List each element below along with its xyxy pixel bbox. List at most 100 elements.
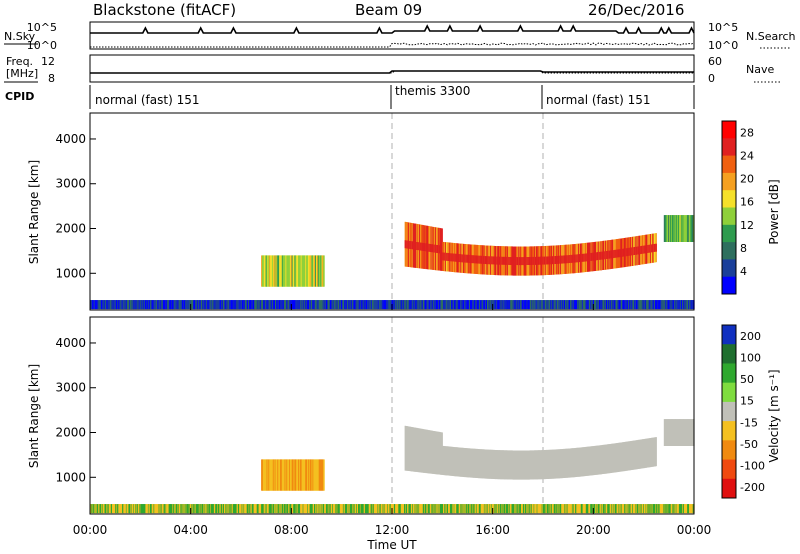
scatter-cell: [584, 504, 586, 514]
scatter-cell: [483, 504, 485, 514]
scatter-cell: [507, 300, 509, 310]
scatter-cell-peak: [617, 249, 620, 258]
scatter-cell-peak: [561, 255, 563, 264]
scatter-cell: [600, 445, 602, 475]
scatter-cell: [290, 255, 293, 287]
scatter-cell-peak: [490, 256, 493, 265]
scatter-cell: [187, 504, 189, 514]
scatter-cell: [485, 449, 487, 479]
scatter-cell-peak: [456, 253, 459, 262]
x-tick-label: 12:00: [375, 523, 410, 537]
scatter-cell: [662, 504, 664, 514]
scatter-cell: [454, 447, 457, 477]
scatter-cell-peak: [486, 256, 488, 265]
scatter-cell: [554, 504, 556, 514]
scatter-cell: [532, 450, 534, 480]
scatter-cell: [312, 459, 314, 491]
scatter-cell: [686, 419, 689, 446]
scatter-cell: [420, 428, 423, 473]
scatter-cell: [517, 300, 520, 310]
scatter-cell: [292, 255, 295, 287]
scatter-cell: [670, 504, 672, 514]
scatter-cell: [625, 504, 627, 514]
velocity-heatmap-cells: [90, 317, 695, 514]
scatter-cell: [131, 504, 133, 514]
scatter-cell: [595, 504, 597, 514]
scatter-cell: [105, 504, 107, 514]
scatter-cell-peak: [413, 241, 416, 250]
scatter-cell: [658, 300, 660, 310]
scatter-cell: [272, 255, 275, 287]
scatter-cell: [377, 300, 379, 310]
scatter-cell: [504, 504, 506, 514]
scatter-cell: [429, 430, 432, 474]
scatter-cell: [311, 459, 313, 491]
scatter-cell: [674, 215, 676, 242]
x-tick-label: 20:00: [576, 523, 611, 537]
scatter-cell: [444, 300, 446, 310]
scatter-cell: [528, 300, 530, 310]
scatter-cell: [558, 300, 560, 310]
nave-series-line: [90, 70, 694, 74]
scatter-cell: [526, 504, 528, 514]
scatter-cell: [418, 300, 420, 310]
scatter-cell: [409, 426, 411, 472]
scatter-cell-peak: [592, 252, 594, 261]
scatter-cell: [271, 459, 274, 491]
scatter-cell: [627, 300, 630, 310]
scatter-cell: [274, 300, 276, 310]
scatter-cell: [539, 504, 541, 514]
scatter-cell: [288, 459, 290, 491]
scatter-cell-peak: [601, 251, 603, 260]
scatter-cell-peak: [558, 255, 560, 264]
scatter-cell-peak: [498, 256, 500, 265]
scatter-cell: [405, 426, 407, 471]
scatter-cell-peak: [439, 245, 442, 254]
scatter-cell: [448, 504, 450, 514]
scatter-cell: [438, 431, 441, 475]
y-tick-label: 4000: [55, 132, 86, 146]
scatter-cell: [549, 504, 552, 514]
scatter-cell: [679, 504, 681, 514]
scatter-cell: [112, 300, 114, 310]
scatter-cell-peak: [421, 242, 424, 251]
scatter-cell: [624, 441, 627, 471]
colorbar-tick-label: 200: [740, 330, 761, 343]
scatter-cell: [440, 504, 442, 514]
scatter-cell: [222, 300, 224, 310]
scatter-cell-peak: [568, 255, 570, 264]
scatter-cell: [405, 300, 408, 310]
scatter-cell: [353, 300, 355, 310]
scatter-cell: [262, 459, 264, 491]
scatter-cell: [575, 447, 577, 477]
scatter-cell-peak: [532, 256, 534, 265]
scatter-cell: [280, 504, 282, 514]
scatter-cell: [610, 504, 612, 514]
scatter-cell: [320, 459, 322, 491]
scatter-cell: [440, 432, 442, 475]
scatter-cell: [327, 300, 330, 310]
scatter-cell: [490, 449, 492, 479]
scatter-cell: [168, 504, 170, 514]
scatter-cell: [419, 428, 422, 473]
scatter-cell: [364, 300, 367, 310]
scatter-cell: [651, 437, 654, 467]
scatter-cell-peak: [653, 244, 656, 252]
scatter-cell: [446, 446, 449, 476]
scatter-cell: [453, 504, 455, 514]
scatter-cell: [544, 450, 547, 480]
scatter-cell: [509, 450, 512, 480]
scatter-cell: [247, 504, 250, 514]
scatter-cell-peak: [648, 244, 650, 253]
scatter-cell: [263, 504, 265, 514]
scatter-cell: [504, 300, 506, 310]
scatter-cell: [274, 504, 276, 514]
scatter-cell: [679, 419, 682, 446]
scatter-cell: [590, 446, 593, 476]
scatter-cell-peak: [436, 244, 438, 253]
colorbar-tick-label: 24: [740, 150, 754, 163]
scatter-cell: [592, 446, 594, 476]
scatter-cell: [591, 300, 593, 310]
scatter-cell: [259, 504, 261, 514]
